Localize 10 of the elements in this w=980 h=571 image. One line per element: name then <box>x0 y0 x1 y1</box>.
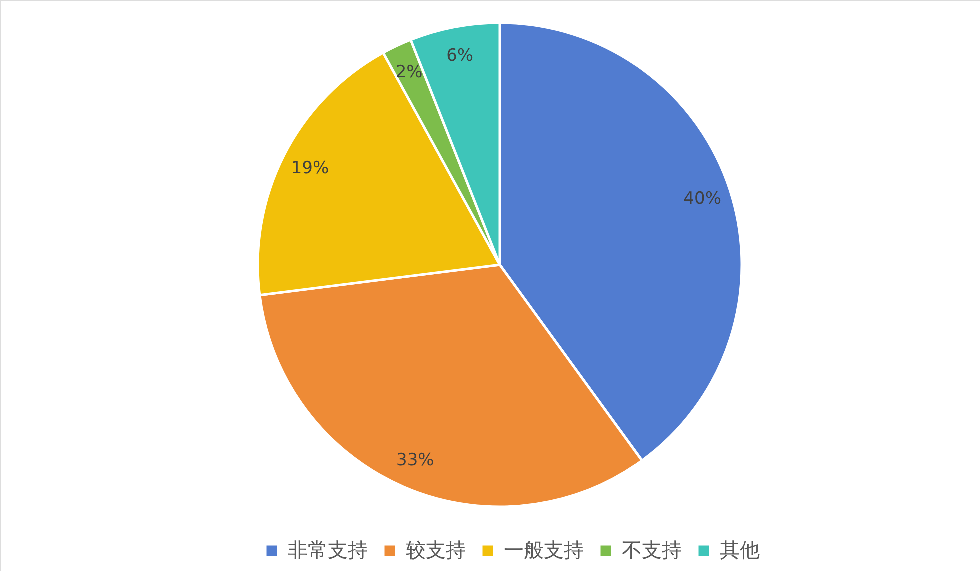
legend-label: 较支持 <box>406 538 466 562</box>
data-label: 33% <box>396 450 434 470</box>
data-label: 40% <box>684 189 722 210</box>
legend-label: 不支持 <box>622 538 682 562</box>
data-label: 19% <box>291 158 330 178</box>
legend-label: 非常支持 <box>288 538 368 562</box>
data-label: 2% <box>396 62 423 82</box>
legend-label: 其他 <box>720 538 760 562</box>
legend-label: 一般支持 <box>504 538 584 562</box>
data-label: 6% <box>446 46 474 66</box>
